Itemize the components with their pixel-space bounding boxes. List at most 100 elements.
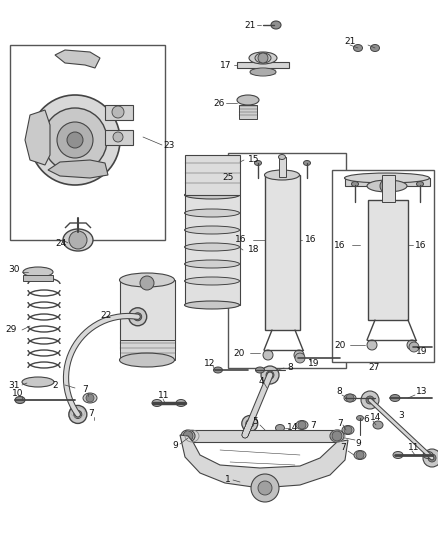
Text: 25: 25 — [222, 174, 233, 182]
Text: 21: 21 — [344, 37, 355, 46]
Ellipse shape — [265, 170, 300, 180]
Ellipse shape — [345, 173, 430, 183]
Ellipse shape — [393, 451, 403, 458]
Ellipse shape — [296, 421, 308, 430]
Ellipse shape — [250, 68, 276, 76]
Ellipse shape — [213, 367, 223, 373]
Text: 27: 27 — [368, 364, 379, 373]
Polygon shape — [48, 160, 108, 178]
Bar — [10, 45, 165, 240]
Bar — [265, 175, 300, 330]
Ellipse shape — [254, 160, 261, 166]
Ellipse shape — [184, 226, 240, 234]
Ellipse shape — [373, 421, 383, 429]
Text: 8: 8 — [287, 362, 293, 372]
Circle shape — [407, 340, 417, 350]
Text: 31: 31 — [8, 381, 20, 390]
Circle shape — [266, 371, 274, 379]
Ellipse shape — [353, 44, 363, 52]
Text: 19: 19 — [308, 359, 319, 367]
Circle shape — [57, 122, 93, 158]
Circle shape — [69, 406, 87, 423]
Text: 13: 13 — [416, 387, 427, 397]
Text: 7: 7 — [337, 418, 343, 427]
Ellipse shape — [354, 450, 366, 459]
Ellipse shape — [184, 209, 240, 217]
Ellipse shape — [352, 182, 358, 187]
Circle shape — [409, 342, 419, 352]
Circle shape — [294, 350, 304, 360]
Circle shape — [86, 394, 94, 402]
Ellipse shape — [423, 451, 433, 458]
Ellipse shape — [199, 170, 221, 180]
Circle shape — [295, 353, 305, 363]
Ellipse shape — [330, 430, 344, 442]
Text: 22: 22 — [100, 311, 111, 319]
Bar — [105, 130, 133, 145]
Text: 24: 24 — [55, 238, 66, 247]
Text: 16: 16 — [235, 236, 247, 245]
Circle shape — [344, 426, 352, 434]
Text: 15: 15 — [248, 156, 259, 165]
Text: 20: 20 — [233, 349, 244, 358]
Circle shape — [367, 340, 377, 350]
Text: 14: 14 — [287, 424, 298, 432]
Circle shape — [332, 431, 342, 441]
Bar — [120, 340, 175, 360]
Bar — [279, 157, 286, 177]
Ellipse shape — [152, 400, 162, 407]
Ellipse shape — [279, 155, 286, 159]
Bar — [185, 155, 240, 195]
Ellipse shape — [181, 430, 195, 442]
Text: 11: 11 — [158, 392, 170, 400]
Circle shape — [140, 276, 154, 290]
Ellipse shape — [237, 95, 259, 105]
Ellipse shape — [304, 160, 311, 166]
Bar — [120, 280, 175, 350]
Bar — [185, 430, 340, 442]
Polygon shape — [180, 435, 348, 488]
Ellipse shape — [83, 393, 97, 403]
Circle shape — [366, 396, 374, 404]
Ellipse shape — [255, 367, 265, 373]
Circle shape — [242, 416, 258, 432]
Circle shape — [263, 350, 273, 360]
Circle shape — [113, 132, 123, 142]
Ellipse shape — [390, 394, 400, 401]
Polygon shape — [55, 50, 100, 68]
Ellipse shape — [184, 260, 240, 268]
Bar — [345, 178, 430, 186]
Circle shape — [74, 410, 82, 418]
Circle shape — [134, 313, 142, 321]
Circle shape — [346, 394, 354, 402]
Circle shape — [183, 431, 193, 441]
Text: 10: 10 — [12, 389, 24, 398]
Bar — [23, 275, 53, 281]
Ellipse shape — [276, 424, 285, 432]
Ellipse shape — [271, 21, 281, 29]
Bar — [105, 105, 133, 120]
Bar — [237, 62, 289, 68]
Text: 18: 18 — [248, 246, 259, 254]
Bar — [368, 200, 408, 320]
Text: 2: 2 — [52, 381, 58, 390]
Text: 5: 5 — [252, 417, 258, 426]
Text: 16: 16 — [415, 240, 427, 249]
Ellipse shape — [371, 44, 379, 52]
Text: 6: 6 — [363, 416, 369, 424]
Text: 1: 1 — [225, 475, 231, 484]
Ellipse shape — [120, 273, 174, 287]
Circle shape — [356, 451, 364, 459]
Circle shape — [361, 391, 379, 409]
Text: 7: 7 — [340, 443, 346, 453]
Circle shape — [251, 474, 279, 502]
Circle shape — [30, 95, 120, 185]
Circle shape — [246, 419, 254, 427]
Ellipse shape — [417, 182, 424, 187]
Text: 29: 29 — [5, 326, 16, 335]
Circle shape — [69, 231, 87, 249]
Circle shape — [67, 132, 83, 148]
Bar — [382, 175, 395, 202]
Text: 3: 3 — [398, 410, 404, 419]
Circle shape — [112, 106, 124, 118]
